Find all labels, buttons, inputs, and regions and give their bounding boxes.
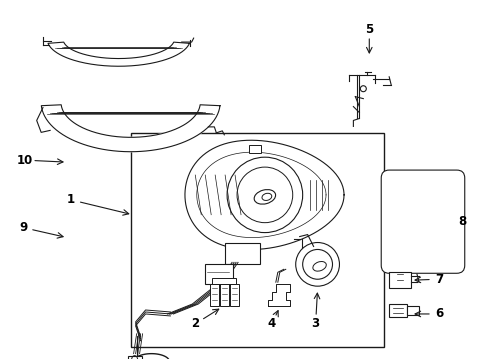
Polygon shape	[185, 140, 344, 249]
Bar	[389, 304, 407, 317]
Bar	[131, 133, 384, 347]
Text: 1: 1	[67, 193, 75, 206]
Text: 2: 2	[191, 318, 199, 330]
Bar	[210, 284, 219, 306]
Bar	[220, 284, 229, 306]
Bar	[249, 145, 261, 153]
Bar	[205, 264, 233, 284]
Bar	[212, 278, 236, 284]
Bar	[230, 284, 239, 306]
Bar	[407, 306, 419, 315]
Bar	[225, 243, 260, 264]
Text: 4: 4	[268, 318, 276, 330]
Text: 10: 10	[17, 154, 33, 167]
Polygon shape	[48, 42, 190, 66]
Text: 8: 8	[459, 215, 467, 228]
FancyBboxPatch shape	[381, 170, 465, 273]
Text: 6: 6	[435, 307, 443, 320]
Bar	[128, 356, 142, 360]
Text: 7: 7	[435, 273, 443, 286]
Text: 5: 5	[365, 23, 373, 36]
Polygon shape	[41, 105, 220, 152]
Text: 3: 3	[312, 318, 319, 330]
Text: 9: 9	[19, 221, 27, 234]
Bar	[389, 272, 411, 288]
Polygon shape	[268, 284, 290, 306]
